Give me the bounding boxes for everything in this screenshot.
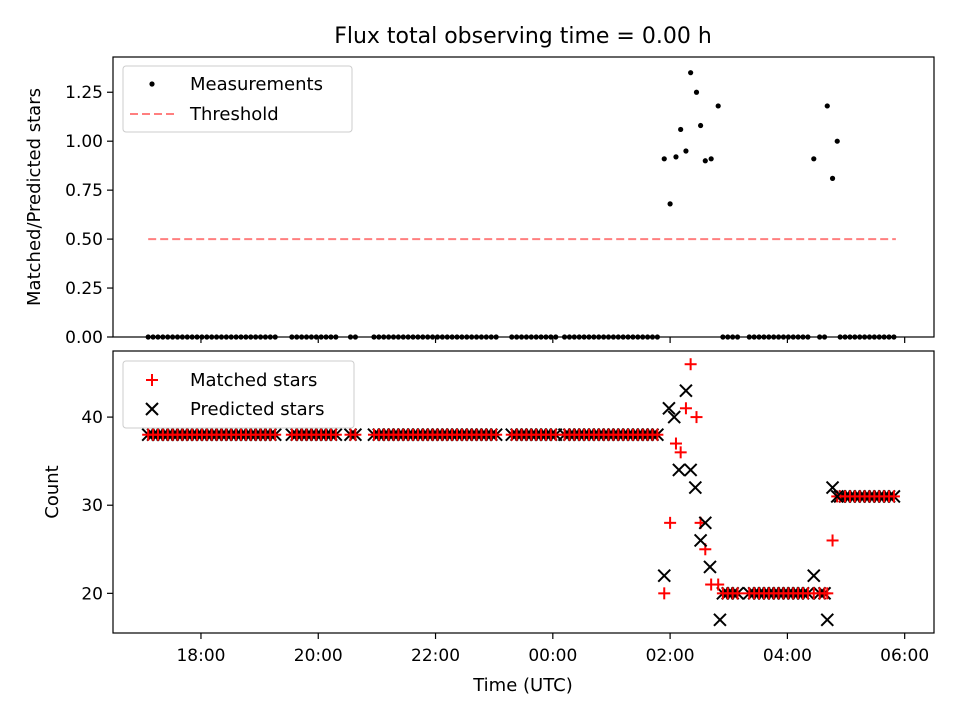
bottom-xtick-label: 02:00 <box>646 646 695 666</box>
predicted-point <box>820 613 834 627</box>
predicted-point <box>688 480 703 495</box>
bottom-xtick-label: 18:00 <box>176 646 225 666</box>
measurement-point <box>673 154 679 160</box>
bottom-legend: Matched stars Predicted stars <box>122 360 355 429</box>
measurement-point <box>811 156 817 162</box>
matched-point <box>269 428 282 441</box>
matched-point <box>664 516 677 529</box>
top-axes-frame <box>112 56 935 338</box>
bottom-ytick-label: 30 <box>81 496 103 516</box>
bottom-axes-frame <box>112 350 935 634</box>
measurement-point <box>678 126 684 133</box>
legend-matched-marker <box>146 374 158 386</box>
top-ytick-label: 0.75 <box>65 181 103 201</box>
predicted-point <box>703 560 717 574</box>
measurement-point <box>708 156 714 162</box>
matched-point <box>490 428 503 441</box>
predicted-point <box>830 489 844 504</box>
measurement-point <box>693 89 700 95</box>
matched-point <box>329 428 342 441</box>
legend-predicted-label: Predicted stars <box>190 399 324 420</box>
bottom-legend-box <box>122 360 355 429</box>
bottom-xtick-label: 06:00 <box>880 646 929 666</box>
matched-point <box>679 402 692 415</box>
predicted-point <box>693 533 708 548</box>
top-ylabel: Matched/Predicted stars <box>24 88 45 306</box>
legend-matched-label: Matched stars <box>190 370 317 391</box>
top-ytick-label: 0.50 <box>65 230 103 250</box>
measurement-point <box>715 103 721 109</box>
predicted-point <box>662 401 676 415</box>
matched-point <box>651 428 664 441</box>
matched-point <box>826 534 839 547</box>
bottom-xtick-label: 04:00 <box>763 646 812 666</box>
matched-point <box>349 428 362 441</box>
legend-predicted-marker <box>145 402 159 416</box>
top-ytick-label: 1.25 <box>65 83 103 103</box>
measurement-point <box>683 148 689 154</box>
bottom-ytick-label: 40 <box>81 408 103 428</box>
predicted-point <box>807 569 821 583</box>
predicted-point <box>825 480 840 495</box>
measurement-point <box>688 70 694 76</box>
predicted-point <box>698 516 712 530</box>
matched-point <box>731 587 744 600</box>
measurement-point <box>661 156 667 162</box>
bottom-xtick-label: 20:00 <box>294 646 343 666</box>
matched-point <box>807 587 820 600</box>
top-legend-box <box>122 65 353 133</box>
predicted-point <box>713 613 727 627</box>
matched-point <box>821 587 834 600</box>
top-panel: 0.00 0.25 0.50 0.75 1.00 1.25 Matched/Predict… <box>24 56 935 348</box>
top-legend: Measurements Threshold <box>122 65 353 133</box>
matched-point <box>658 587 671 600</box>
measurement-point <box>702 158 708 164</box>
predicted-point <box>679 383 693 398</box>
matched-point <box>669 437 682 450</box>
legend-measurements-label: Measurements <box>190 74 323 95</box>
bottom-xtick-label: 00:00 <box>528 646 577 666</box>
chart-title: Flux total observing time = 0.00 h <box>334 24 712 49</box>
bottom-xtick-label: 22:00 <box>411 646 460 666</box>
measurement-point <box>824 103 830 109</box>
bottom-ylabel: Count <box>42 465 63 518</box>
bottom-ytick-label: 20 <box>81 584 103 604</box>
top-ytick-label: 0.25 <box>65 279 103 299</box>
measurement-point <box>667 201 673 207</box>
predicted-point <box>672 463 686 477</box>
top-ytick-label: 1.00 <box>65 132 103 152</box>
matched-point <box>674 446 687 459</box>
predicted-point <box>667 410 681 424</box>
matched-point <box>690 411 703 424</box>
measurement-point <box>829 175 836 181</box>
top-ytick-label: 0.00 <box>65 328 103 348</box>
predicted-point <box>683 463 698 477</box>
bottom-panel: 20 30 40 18:00 20:00 22:00 00:00 02:00 04:00 06:0… <box>42 350 935 696</box>
legend-measurement-marker <box>149 81 155 87</box>
matched-point <box>887 490 900 503</box>
measurement-point <box>834 138 840 144</box>
measurement-point <box>698 122 704 129</box>
matched-point <box>684 358 697 371</box>
predicted-point <box>657 569 671 583</box>
matched-point <box>712 578 725 591</box>
legend-threshold-label: Threshold <box>189 104 279 125</box>
bottom-xlabel: Time (UTC) <box>472 675 573 696</box>
